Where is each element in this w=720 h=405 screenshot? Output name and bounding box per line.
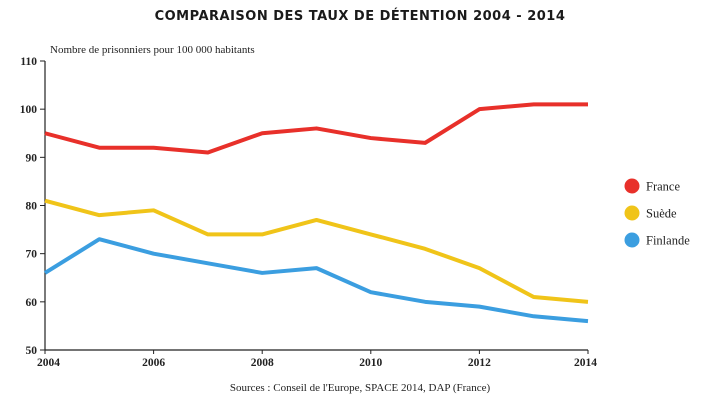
y-tick-label: 90 <box>26 152 38 164</box>
x-tick-label: 2008 <box>251 357 274 369</box>
x-tick-label: 2014 <box>574 357 597 369</box>
y-tick-label: 60 <box>26 297 38 309</box>
legend-label-finlande: Finlande <box>646 234 690 248</box>
y-axis-label: Nombre de prisonniers pour 100 000 habit… <box>50 44 255 56</box>
x-tick-label: 2006 <box>142 357 165 369</box>
series-line-suede <box>44 198 589 304</box>
series-line-finlande <box>43 237 589 324</box>
x-tick-label: 2004 <box>37 357 60 369</box>
chart-source: Sources : Conseil de l'Europe, SPACE 201… <box>229 382 491 394</box>
plot-area: 50 60 70 80 90 100 110 2004 2006 2008 2010 2012 2014 <box>20 56 598 369</box>
legend-marker-finlande <box>624 232 640 248</box>
series-line-france <box>44 102 588 155</box>
y-tick-label: 70 <box>26 249 38 261</box>
y-tick-label: 50 <box>26 345 38 357</box>
legend-label-suede: Suède <box>646 207 677 221</box>
y-tick-label: 80 <box>26 201 38 213</box>
x-tick-label: 2010 <box>359 357 382 369</box>
x-tick-label: 2012 <box>468 357 491 369</box>
y-tick-label: 100 <box>20 104 38 116</box>
legend: France Suède Finlande <box>624 178 690 248</box>
legend-marker-france <box>624 178 640 194</box>
y-tick-label: 110 <box>20 56 37 68</box>
legend-label-france: France <box>646 180 680 194</box>
legend-marker-suede <box>624 205 640 221</box>
chart-title: COMPARAISON DES TAUX DE DÉTENTION 2004 -… <box>154 9 566 24</box>
